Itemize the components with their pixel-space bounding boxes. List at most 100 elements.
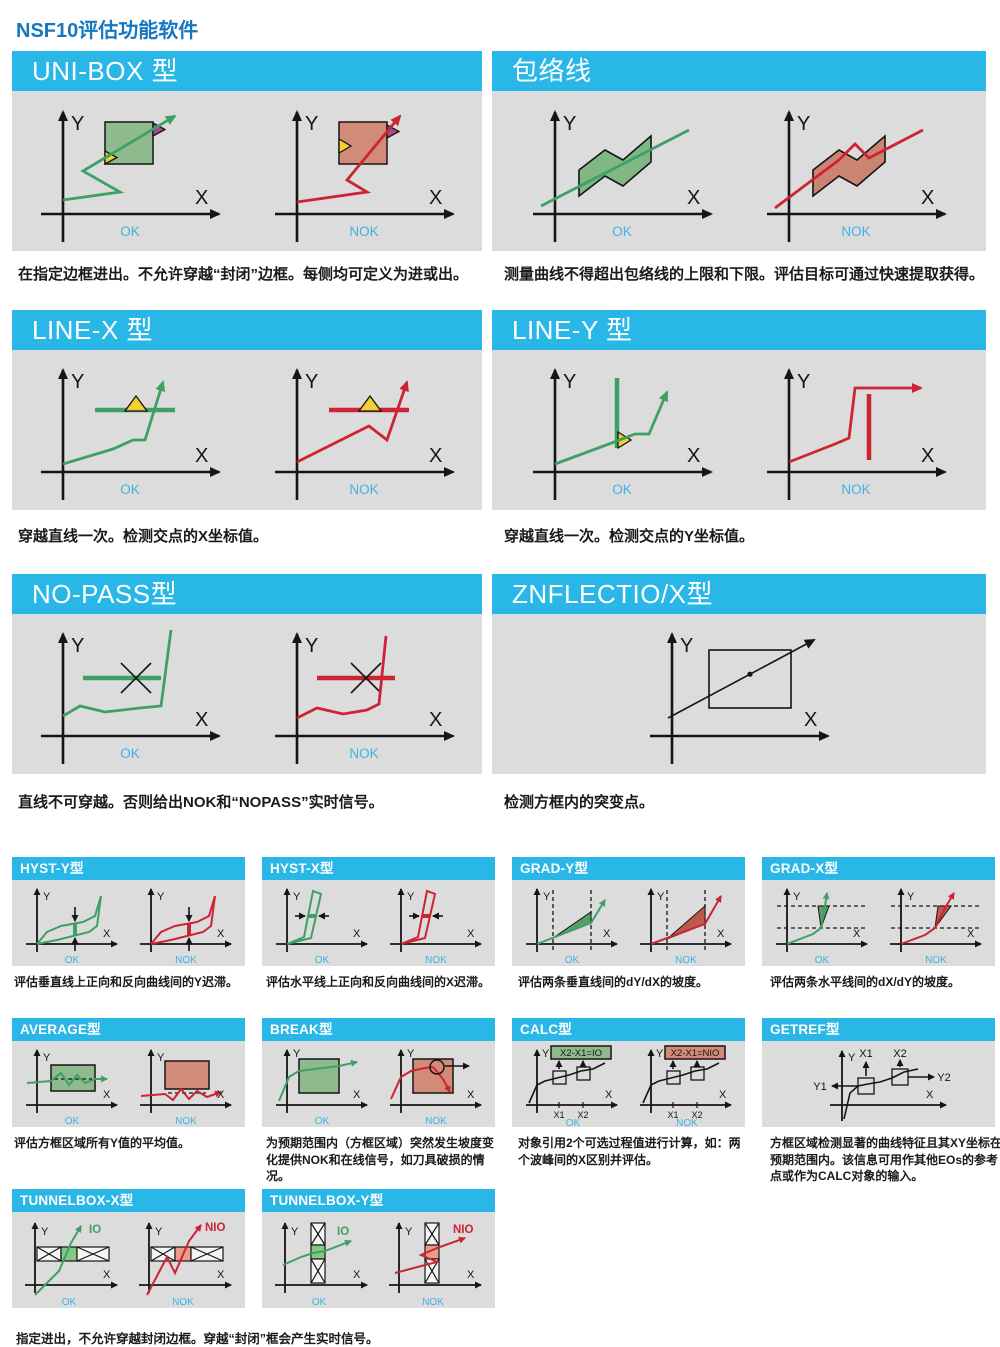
x-axis-label: X	[804, 709, 817, 731]
peak-box-1	[551, 1070, 567, 1086]
panel-getref: GETREF型 Y X X1 X2	[762, 1018, 995, 1128]
envelope-band	[578, 133, 652, 198]
caption-hystx: 评估水平线上正向和反向曲线间的X迟滞。	[266, 975, 491, 990]
break-drop-curve	[431, 1066, 451, 1094]
inflection-point	[747, 671, 753, 677]
measurement-curve-ok	[277, 1060, 358, 1102]
panel-gradx-header: GRAD-X型	[762, 857, 995, 881]
y-axis-label: Y	[543, 891, 551, 903]
formula-label: X2-X1=IO	[560, 1048, 602, 1059]
panel-grady-body: Y X OK Y X NOK	[512, 880, 745, 967]
panel-znflectio-body: Y X	[492, 613, 986, 774]
measurement-curve-ok	[26, 1071, 108, 1088]
y-axis-label: Y	[293, 1048, 301, 1060]
envelope-band	[812, 133, 886, 198]
x-axis-label: X	[605, 1089, 613, 1101]
y-axis-label: Y	[907, 891, 915, 903]
y-axis-label: Y	[407, 891, 415, 903]
axes	[767, 109, 947, 242]
forward-curve	[35, 895, 102, 945]
diagram-tunnelbox-y-nok: Y X NIO NOK	[388, 1222, 482, 1307]
nok-label: NOK	[425, 1116, 447, 1127]
caption-envelope: 测量曲线不得超出包络线的上限和下限。评估目标可通过快速提取获得。	[504, 266, 985, 283]
y-axis-label: Y	[797, 371, 810, 393]
panel-znflectio: ZNFLECTIO/X型 Y X	[492, 573, 986, 774]
eval-box	[297, 1058, 340, 1095]
nok-label: NOK	[425, 955, 447, 966]
nok-label: NOK	[349, 224, 378, 239]
crossing-marker-icon	[123, 395, 149, 412]
panel-calc-header: CALC型	[512, 1018, 745, 1042]
eval-box	[163, 1060, 210, 1091]
formula-box	[663, 1045, 726, 1061]
caption-unibox: 在指定边框进出。不允许穿越“封闭”边框。每侧均可定义为进或出。	[18, 266, 469, 283]
diagram-envelope-nok: Y X NOK	[767, 109, 947, 242]
caption-average: 评估方框区域所有Y值的平均值。	[14, 1136, 191, 1151]
diagram-gradx-ok: Y X OK	[775, 888, 868, 966]
caption-gradx: 评估两条水平线间的dX/dY的坡度。	[770, 975, 961, 990]
ok-label: OK	[120, 482, 140, 497]
y-axis-label: Y	[71, 635, 84, 657]
panel-nopass: NO-PASS型 Y X OK	[12, 573, 482, 774]
nio-label: NIO	[453, 1224, 474, 1236]
y-axis-label: Y	[305, 635, 318, 657]
measurement-curve-ok	[62, 629, 173, 718]
x-axis-label: X	[926, 1089, 934, 1101]
x-axis-label: X	[429, 445, 442, 467]
axes	[138, 1222, 232, 1294]
y-axis-label: Y	[680, 635, 693, 657]
ok-label: OK	[64, 955, 79, 966]
x-axis-label: X	[195, 709, 208, 731]
diagram-envelope-ok: Y X OK	[533, 109, 713, 242]
reverse-curve	[36, 896, 102, 946]
x-axis-label: X	[429, 187, 442, 209]
caption-liney: 穿越直线一次。检测交点的Y坐标值。	[504, 527, 755, 545]
ok-label: OK	[565, 1118, 580, 1127]
diagram-hysty-nok: Y X NOK	[139, 888, 232, 966]
x-axis-label: X	[921, 187, 934, 209]
caption-getref: 方框区域检测显著的曲线特征且其XY坐标在预期范围内。该信息可用作其他EOs的参考…	[770, 1136, 1000, 1183]
diagram-znflectio: Y X	[650, 632, 830, 764]
panel-linex-header: LINE-X 型	[12, 309, 482, 350]
measurement-curve-nok	[900, 892, 955, 946]
axes	[275, 888, 368, 953]
x-axis-label: X	[103, 928, 111, 940]
cross-icon	[350, 662, 382, 694]
axes	[775, 888, 868, 953]
x-axis-label: X	[467, 928, 475, 940]
axes	[533, 368, 713, 501]
x1-label: X1	[859, 1048, 872, 1060]
x-axis-label: X	[687, 187, 700, 209]
axes	[275, 109, 455, 242]
ok-label: OK	[612, 224, 632, 239]
y-axis-label: Y	[305, 371, 318, 393]
caption-row-2: 穿越直线一次。检测交点的X坐标值。 穿越直线一次。检测交点的Y坐标值。	[0, 526, 1000, 548]
caption-row-5: 评估方框区域所有Y值的平均值。 为预期范围内（方框区域）突然发生坡度变化提供NO…	[0, 1135, 1000, 1187]
panel-tunnelbox-y: TUNNELBOX-Y型 Y X	[262, 1189, 495, 1309]
break-point-circle	[428, 1059, 445, 1076]
cross-hatch-icon	[36, 1246, 109, 1262]
y-axis-label: Y	[293, 891, 301, 903]
entry-marker-icon	[338, 137, 353, 154]
diagram-break-nok: Y X NOK	[389, 1048, 482, 1127]
nio-label: NIO	[205, 1222, 226, 1234]
measurement-curve	[641, 1062, 719, 1104]
y-axis-label: Y	[542, 1048, 550, 1060]
x-axis-label: X	[217, 1269, 225, 1281]
diagram-hysty-ok: Y X OK	[25, 888, 118, 966]
x-axis-label: X	[719, 1089, 727, 1101]
measurement-curve-nok	[389, 1066, 433, 1100]
panel-tunnelbox-x-body: Y X IO OK	[12, 1212, 245, 1309]
panel-hystx: HYST-X型 Y X OK	[262, 857, 495, 967]
measurement-curve-ok	[33, 1225, 82, 1297]
y-axis-label: Y	[43, 891, 51, 903]
measurement-curve-ok	[536, 899, 606, 946]
diagram-average-nok: Y X NOK	[139, 1049, 232, 1127]
nok-label: NOK	[841, 224, 870, 239]
nok-label: NOK	[175, 955, 197, 966]
cross-hatch-icon	[309, 1223, 326, 1284]
panel-hystx-body: Y X OK Y X NOK	[262, 880, 495, 967]
diagram-grady-ok: Y X OK	[525, 888, 618, 966]
diagram-getref: Y X X1 X2 Y1 Y2	[813, 1048, 950, 1122]
